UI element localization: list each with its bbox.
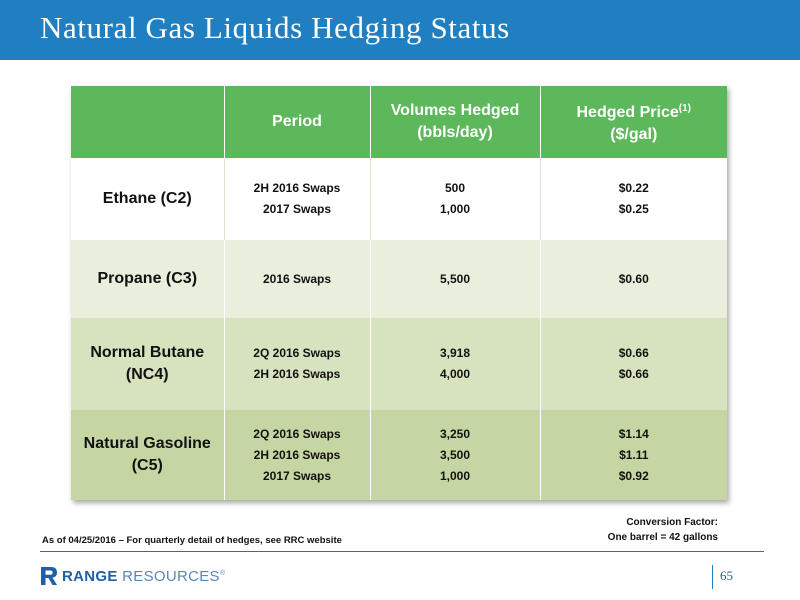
conversion-factor-value: One barrel = 42 gallons: [607, 532, 718, 543]
table-row: Normal Butane (NC4) 2Q 2016 Swaps 2H 201…: [71, 318, 727, 410]
header-product: [71, 86, 225, 158]
volume-cell: 3,918 4,000: [370, 318, 541, 410]
period-value: 2Q 2016 Swaps: [253, 346, 341, 360]
range-logo-icon: [41, 567, 57, 585]
footer-divider: [40, 551, 764, 552]
volume-value: 3,500: [439, 447, 471, 462]
logo-wordmark: RANGE RESOURCES®: [62, 568, 225, 585]
product-cell: Natural Gasoline (C5): [71, 410, 225, 500]
volume-cell: 3,250 3,500 1,000: [370, 410, 541, 500]
period-value: 2Q 2016 Swaps: [253, 426, 341, 441]
volume-value: 500: [444, 181, 466, 195]
price-value: $1.11: [619, 447, 649, 462]
volume-value: 3,250: [439, 426, 471, 441]
period-value: 2H 2016 Swaps: [253, 447, 341, 462]
conversion-factor-note: Conversion Factor: One barrel = 42 gallo…: [608, 515, 718, 545]
price-value: $0.60: [618, 271, 649, 286]
price-value: $0.22: [618, 181, 649, 195]
period-cell: 2H 2016 Swaps 2017 Swaps: [224, 158, 371, 240]
period-cell: 2016 Swaps: [224, 240, 371, 318]
page-number: 65: [720, 568, 733, 583]
period-cell: 2Q 2016 Swaps 2H 2016 Swaps: [224, 318, 371, 410]
product-code: (C5): [131, 457, 163, 474]
volume-value: 4,000: [439, 367, 471, 381]
product-name: Ethane (C2): [102, 190, 192, 207]
product-name: Natural Gasoline: [83, 435, 211, 452]
period-value: 2017 Swaps: [262, 202, 332, 216]
product-cell: Propane (C3): [71, 240, 225, 318]
price-cell: $1.14 $1.11 $0.92: [540, 410, 727, 500]
page-number-divider: [712, 565, 713, 589]
volume-value: 1,000: [439, 468, 471, 483]
product-name: Propane (C3): [97, 270, 198, 287]
registered-mark: ®: [219, 569, 226, 577]
logo-word-resources: RESOURCES: [122, 567, 220, 585]
header-price-unit: ($/gal): [610, 126, 658, 143]
period-value: 2017 Swaps: [262, 468, 332, 483]
price-cell: $0.22 $0.25: [540, 158, 727, 240]
hedging-table-container: Period Volumes Hedged (bbls/day) Hedged …: [71, 86, 727, 500]
header-volumes-unit: (bbls/day): [417, 124, 493, 141]
volume-value: 1,000: [439, 202, 471, 216]
price-value: $0.66: [618, 346, 649, 360]
title-bar: Natural Gas Liquids Hedging Status: [0, 0, 800, 60]
volume-value: 5,500: [439, 271, 471, 286]
header-price-label-line: Hedged Price(1): [541, 98, 728, 124]
volume-value: 3,918: [439, 346, 471, 360]
volume-cell: 500 1,000: [370, 158, 541, 240]
table-row: Natural Gasoline (C5) 2Q 2016 Swaps 2H 2…: [71, 410, 727, 500]
header-volumes-label: Volumes Hedged: [390, 102, 520, 119]
table-header-row: Period Volumes Hedged (bbls/day) Hedged …: [71, 86, 727, 158]
header-price-footnote-marker: (1): [678, 103, 691, 114]
table-row: Ethane (C2) 2H 2016 Swaps 2017 Swaps 500…: [71, 158, 727, 240]
footnote: As of 04/25/2016 – For quarterly detail …: [42, 535, 342, 546]
product-cell: Normal Butane (NC4): [71, 318, 225, 410]
volume-cell: 5,500: [370, 240, 541, 318]
price-value: $0.25: [618, 202, 649, 216]
page-title: Natural Gas Liquids Hedging Status: [40, 10, 510, 45]
price-cell: $0.66 $0.66: [540, 318, 727, 410]
product-code: (NC4): [125, 366, 169, 383]
product-name: Normal Butane: [90, 344, 205, 361]
header-period: Period: [224, 86, 371, 158]
period-value: 2H 2016 Swaps: [253, 367, 341, 381]
table-row: Propane (C3) 2016 Swaps 5,500 $0.60: [71, 240, 727, 318]
hedging-table: Period Volumes Hedged (bbls/day) Hedged …: [71, 86, 727, 500]
logo-word-range: RANGE: [62, 567, 118, 585]
header-price: Hedged Price(1) ($/gal): [540, 86, 727, 158]
price-value: $0.66: [618, 367, 649, 381]
price-value: $1.14: [618, 426, 649, 441]
conversion-factor-label: Conversion Factor:: [626, 517, 718, 528]
period-cell: 2Q 2016 Swaps 2H 2016 Swaps 2017 Swaps: [224, 410, 371, 500]
header-volumes: Volumes Hedged (bbls/day): [370, 86, 541, 158]
price-value: $0.92: [618, 468, 649, 483]
company-logo: RANGE RESOURCES®: [40, 565, 225, 587]
period-value: 2H 2016 Swaps: [253, 181, 341, 195]
period-value: 2016 Swaps: [262, 271, 332, 286]
product-cell: Ethane (C2): [71, 158, 225, 240]
header-period-label: Period: [272, 113, 322, 130]
header-price-label: Hedged Price: [576, 104, 679, 121]
price-cell: $0.60: [540, 240, 727, 318]
